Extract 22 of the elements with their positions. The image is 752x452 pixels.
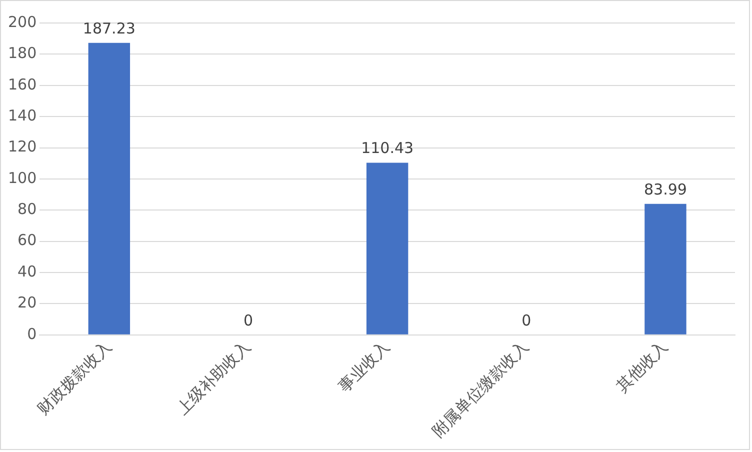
y-tick-label: 160: [8, 75, 37, 94]
bar: [88, 42, 130, 334]
data-label: 0: [522, 311, 532, 330]
x-tick-label: 事业收入: [334, 337, 394, 396]
y-tick-label: 120: [8, 138, 37, 156]
data-label: 0: [243, 311, 254, 330]
y-tick-label: 20: [18, 294, 37, 312]
y-tick-label: 80: [18, 200, 37, 218]
y-tick-label: 140: [8, 106, 37, 124]
bar: [366, 162, 408, 334]
data-label: 83.99: [644, 180, 687, 198]
x-tick-label: 附属单位缴款收入: [428, 337, 532, 441]
y-tick-label: 200: [8, 12, 37, 31]
y-tick-label: 60: [18, 231, 37, 250]
y-tick-label: 100: [8, 168, 37, 187]
x-tick-label: 其他收入: [612, 337, 672, 396]
y-tick-label: 40: [18, 262, 37, 280]
y-tick-label: 180: [8, 44, 37, 62]
data-label: 110.43: [361, 139, 414, 158]
bar: [644, 204, 686, 334]
data-label: 187.23: [82, 19, 136, 38]
x-tick-label: 上级补助收入: [172, 337, 254, 418]
